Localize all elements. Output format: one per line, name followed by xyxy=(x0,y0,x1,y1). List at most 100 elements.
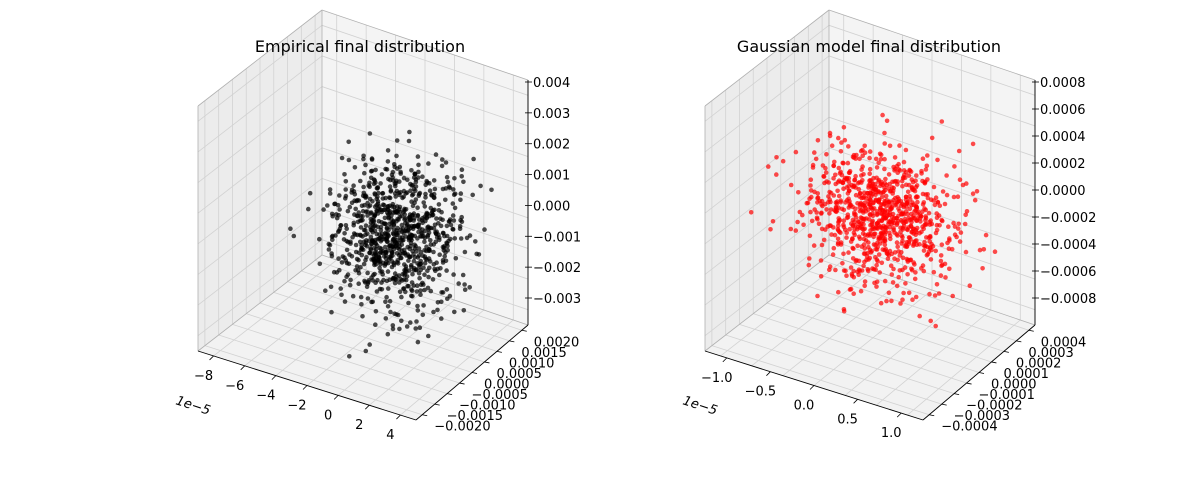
data-point xyxy=(836,178,842,183)
z-axis-ticks: −0.003 −0.002 −0.001 0.000 0.001 0.002 0.003 0.… xyxy=(525,76,581,307)
data-point xyxy=(885,256,891,262)
data-point xyxy=(812,150,817,155)
data-point xyxy=(384,259,389,265)
data-point xyxy=(358,178,363,184)
data-point xyxy=(452,236,458,241)
data-point xyxy=(836,165,842,171)
data-point xyxy=(443,160,449,165)
y-tick-label: 0.0004 xyxy=(1041,335,1087,350)
data-point xyxy=(379,280,384,285)
data-point xyxy=(888,236,893,242)
data-point xyxy=(377,235,383,241)
data-point xyxy=(970,191,976,196)
data-point xyxy=(307,190,313,196)
data-point xyxy=(851,230,857,236)
data-point xyxy=(347,282,353,288)
z-axis-ticks: −0.0008 −0.0006 −0.0004 −0.0002 0.0000 0.0002… xyxy=(1032,76,1096,307)
data-point xyxy=(453,255,459,261)
data-point xyxy=(426,333,431,339)
data-point xyxy=(347,204,353,210)
data-point xyxy=(397,289,403,295)
data-point xyxy=(399,294,404,300)
data-point xyxy=(459,219,465,224)
data-point xyxy=(927,245,933,251)
data-point xyxy=(898,301,903,306)
data-point xyxy=(421,282,426,287)
data-point xyxy=(849,221,854,226)
data-point xyxy=(867,149,873,154)
data-point xyxy=(827,133,833,139)
data-point xyxy=(471,156,476,162)
data-point xyxy=(353,206,359,212)
y-tick-label: 0.0002 xyxy=(1016,356,1062,371)
data-point xyxy=(923,218,928,223)
data-point xyxy=(410,191,416,197)
data-point xyxy=(423,182,429,188)
data-point xyxy=(387,209,393,214)
data-point xyxy=(921,248,927,253)
data-point xyxy=(383,316,389,321)
z-tick-label: 0.004 xyxy=(533,76,570,91)
data-point xyxy=(409,287,414,292)
data-point xyxy=(821,237,827,243)
data-point xyxy=(835,236,841,242)
data-point xyxy=(378,224,384,230)
data-point xyxy=(366,279,371,285)
data-point xyxy=(848,286,854,292)
data-point xyxy=(944,192,950,198)
data-point xyxy=(368,211,374,216)
data-point xyxy=(370,221,376,227)
data-point xyxy=(836,289,841,295)
data-point xyxy=(383,250,388,256)
z-tick-label: −0.0008 xyxy=(1040,292,1096,307)
data-point xyxy=(363,223,369,228)
data-point xyxy=(883,229,888,235)
data-point xyxy=(355,213,361,219)
data-point xyxy=(882,166,887,172)
data-point xyxy=(363,257,368,263)
data-point xyxy=(834,208,840,213)
data-point xyxy=(836,223,841,229)
data-point xyxy=(450,201,456,206)
data-point xyxy=(411,258,417,264)
data-point xyxy=(914,238,919,243)
data-point xyxy=(369,157,375,162)
data-point xyxy=(840,180,846,185)
y-tick-label: 0.0015 xyxy=(521,346,567,361)
x-offset-label: 1e−5 xyxy=(174,394,212,419)
x-tick-label: −8 xyxy=(194,369,213,384)
data-point xyxy=(373,322,378,328)
data-point xyxy=(361,190,367,196)
data-point xyxy=(377,207,383,213)
data-point xyxy=(393,180,399,186)
data-point xyxy=(433,239,439,245)
data-point xyxy=(361,184,366,190)
data-point xyxy=(394,138,400,143)
data-point xyxy=(876,199,882,205)
x-tick-mark xyxy=(333,395,339,400)
data-point xyxy=(908,223,914,229)
data-point xyxy=(400,229,405,234)
data-point xyxy=(889,206,894,211)
data-point xyxy=(861,242,867,247)
data-point xyxy=(914,183,920,188)
data-point xyxy=(911,213,916,218)
data-point xyxy=(373,180,378,185)
data-point xyxy=(371,239,376,244)
data-point xyxy=(951,194,957,200)
data-point xyxy=(920,224,925,229)
data-point xyxy=(857,156,862,162)
data-point xyxy=(900,297,905,303)
data-point xyxy=(957,177,963,182)
data-point xyxy=(452,205,458,211)
data-point xyxy=(372,213,378,218)
data-point xyxy=(874,284,879,289)
data-point xyxy=(827,264,833,269)
data-point xyxy=(388,188,394,193)
data-point xyxy=(396,190,402,196)
data-point xyxy=(423,195,428,200)
data-point xyxy=(911,243,916,248)
data-point xyxy=(405,244,411,250)
data-point xyxy=(864,216,869,221)
